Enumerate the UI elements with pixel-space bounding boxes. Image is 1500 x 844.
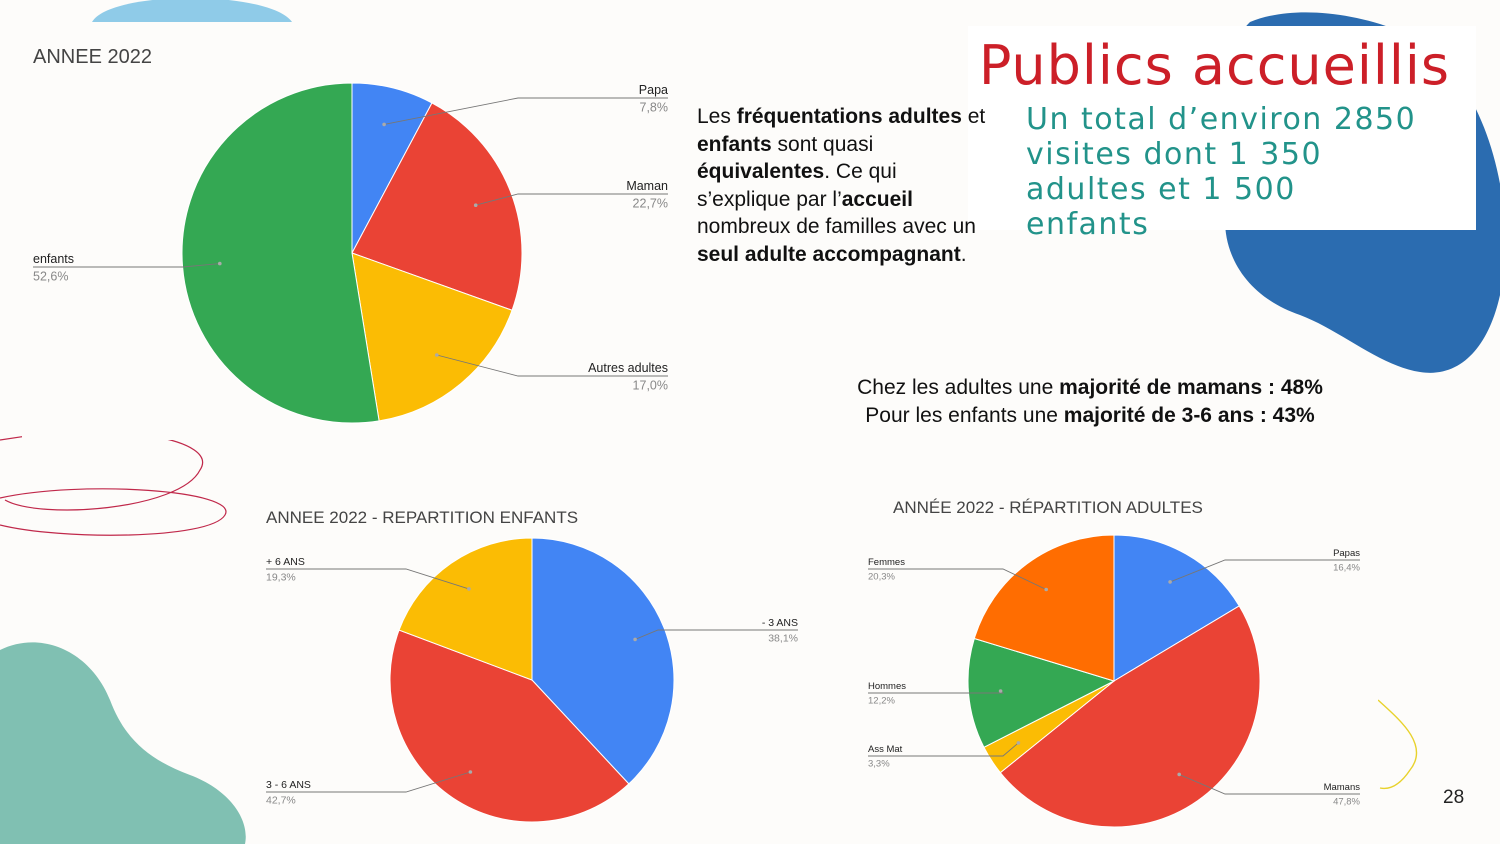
paragraph-run: accueil <box>841 187 913 211</box>
pie-slice-4 <box>973 534 1115 682</box>
leader-dot-1 <box>473 203 478 207</box>
slice-label: 3 - 6 ANS <box>266 779 311 791</box>
leader-line-0 <box>1169 559 1360 583</box>
slice-value: 52,6% <box>33 270 68 284</box>
slice-value: 16,4% <box>1333 563 1360 574</box>
pie-slice-2 <box>398 537 533 681</box>
slice-value: 22,7% <box>633 197 668 211</box>
leader-dot-0 <box>633 637 637 642</box>
leader-dot-3 <box>998 689 1003 693</box>
leader-dot-3 <box>218 261 222 266</box>
summary-line-adults: Chez les adultes une majorité de mamans … <box>760 374 1420 402</box>
slice-label: Femmes <box>868 557 905 568</box>
slice-value: 20,3% <box>868 572 895 583</box>
left-red-scribble <box>0 431 227 536</box>
slice-value: 12,2% <box>868 696 895 707</box>
pie-chart-total: Papa 7,8% Maman 22,7% Autres adultes 17,0% enf… <box>33 82 669 424</box>
chart-title: ANNEE 2022 - REPARTITION ENFANTS <box>266 508 579 527</box>
paragraph-run: équivalentes <box>697 160 825 183</box>
summary-run: Pour les enfants une <box>865 404 1064 427</box>
left-teal-blob <box>0 642 246 844</box>
slice-label: Papas <box>1333 548 1360 559</box>
summary-line-children: Pour les enfants une majorité de 3-6 ans… <box>760 402 1420 430</box>
slice-value: 3,3% <box>868 759 890 770</box>
pie-slice-1 <box>389 629 630 823</box>
slice-label: Mamans <box>1324 782 1361 793</box>
leader-dot-4 <box>1044 587 1048 592</box>
leader-line-1 <box>1179 773 1360 795</box>
slice-label: enfants <box>33 252 74 266</box>
leader-line-1 <box>266 771 471 793</box>
paragraph-run: . Ce qui s’explique par l’ <box>697 160 897 211</box>
chart-title: ANNÉE 2022 - RÉPARTITION ADULTES <box>893 498 1203 517</box>
leader-line-2 <box>266 568 470 590</box>
pie-chart-adultes: Papas 16,4% Mamans 47,8% Ass Mat 3,3% Hommes 12… <box>868 534 1361 828</box>
slice-label: + 6 ANS <box>266 556 305 568</box>
pie-slice-0 <box>1113 534 1240 682</box>
slice-value: 47,8% <box>1333 797 1360 808</box>
paragraph-run: et <box>961 105 986 128</box>
leader-line-4 <box>868 568 1047 590</box>
paragraph-run: enfants <box>697 132 772 156</box>
slice-label: Maman <box>626 179 668 193</box>
paragraph-run: . <box>960 242 967 266</box>
summary-run: majorité de mamans : 48% <box>1059 376 1323 399</box>
chart-title: ANNEE 2022 <box>33 46 152 68</box>
summary-run: majorité de 3-6 ans : 43% <box>1063 404 1315 427</box>
pie-slice-3 <box>181 82 380 424</box>
leader-line-0 <box>384 97 668 125</box>
leader-line-2 <box>868 742 1019 757</box>
pie-slice-1 <box>351 102 523 311</box>
leader-line-3 <box>33 263 220 268</box>
leader-line-2 <box>436 354 668 377</box>
chart-panel-total: ANNEE 2022 Papa 7,8% Maman 22,7% Autres adul… <box>22 24 690 440</box>
leader-dot-0 <box>382 122 386 127</box>
leader-dot-2 <box>435 353 439 357</box>
slice-value: 38,1% <box>768 633 798 645</box>
leader-line-0 <box>634 629 798 640</box>
leader-dot-1 <box>1177 772 1181 777</box>
pie-slice-2 <box>351 252 513 422</box>
summary-text: Chez les adultes une majorité de mamans … <box>760 374 1420 430</box>
pie-slice-0 <box>531 537 675 785</box>
leader-dot-2 <box>467 587 471 591</box>
slice-value: 42,7% <box>266 795 296 807</box>
slice-label: Hommes <box>868 681 906 692</box>
paragraph-run: seul adulte accompagnant <box>697 242 961 266</box>
paragraph-run: sont quasi <box>771 132 874 156</box>
pie-chart-enfants: - 3 ANS 38,1% 3 - 6 ANS 42,7% + 6 ANS 19,3% <box>266 537 798 823</box>
top-blue-blob <box>92 0 292 22</box>
right-yellow-scribble <box>1377 699 1418 790</box>
pie-slice-3 <box>967 637 1116 748</box>
paragraph-run: Les <box>697 105 737 128</box>
slice-label: Autres adultes <box>588 361 668 375</box>
slice-label: Papa <box>639 83 668 97</box>
page-title: Publics accueillis <box>978 34 1450 97</box>
leader-dot-1 <box>468 770 473 774</box>
slice-value: 19,3% <box>266 572 296 584</box>
slice-value: 17,0% <box>633 379 668 393</box>
explanation-paragraph: Les fréquentations adultes et enfants so… <box>697 103 987 268</box>
chart-panel-enfants: ANNEE 2022 - REPARTITION ENFANTS - 3 ANS… <box>250 490 816 840</box>
paragraph-run: fréquentations adultes <box>736 105 962 128</box>
slice-value: 7,8% <box>640 101 669 115</box>
leader-dot-2 <box>1016 741 1021 745</box>
leader-line-1 <box>475 193 668 206</box>
page-number: 28 <box>1443 787 1465 808</box>
pie-slice-1 <box>999 605 1261 828</box>
summary-run: Chez les adultes une <box>857 376 1060 399</box>
leader-dot-0 <box>1168 580 1172 584</box>
page-subtitle: Un total d’environ 2850 visites dont 1 3… <box>1026 102 1417 242</box>
slice-label: Ass Mat <box>868 744 903 755</box>
paragraph-run: nombreux de familles avec un <box>697 215 976 238</box>
chart-panel-adultes: ANNÉE 2022 - RÉPARTITION ADULTES Papas 16… <box>852 490 1378 840</box>
slice-label: - 3 ANS <box>762 617 798 629</box>
title-box: Publics accueillis Un total d’environ 28… <box>968 26 1476 242</box>
